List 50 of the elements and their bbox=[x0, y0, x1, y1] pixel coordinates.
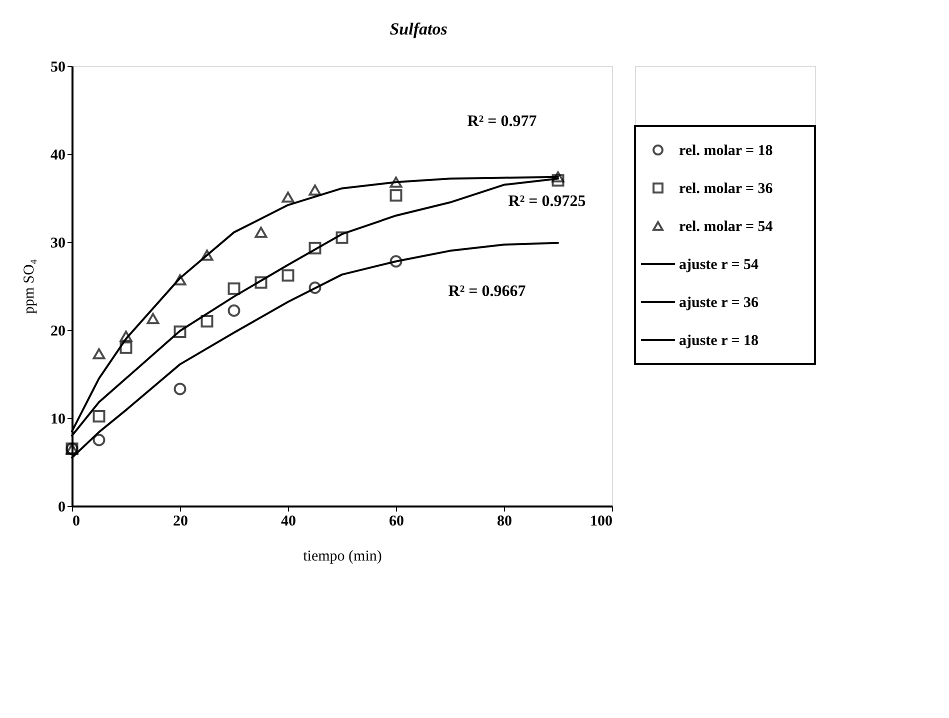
point bbox=[200, 314, 214, 328]
x-tick-label: 100 bbox=[590, 514, 612, 530]
y-tick-label: 0 bbox=[58, 500, 66, 516]
point bbox=[308, 242, 322, 254]
legend-label: ajuste r = 54 bbox=[679, 257, 760, 273]
point bbox=[552, 174, 564, 187]
point bbox=[308, 184, 322, 196]
point bbox=[282, 269, 294, 282]
x-tick-label: 60 bbox=[389, 514, 404, 530]
point bbox=[120, 330, 132, 342]
y-tick-label: 20 bbox=[50, 324, 66, 340]
point bbox=[174, 274, 186, 286]
point bbox=[336, 231, 348, 244]
y-tick-label: 30 bbox=[50, 236, 66, 252]
legend-label: ajuste r = 18 bbox=[679, 333, 759, 349]
point bbox=[254, 276, 268, 289]
point bbox=[120, 341, 132, 354]
annotation: R² = 0.9667 bbox=[448, 283, 526, 300]
y-axis-title: ppm SO₄ bbox=[22, 259, 38, 314]
point bbox=[228, 304, 240, 317]
point bbox=[174, 382, 186, 396]
point bbox=[92, 348, 106, 360]
point bbox=[92, 410, 106, 422]
x-tick-label: 40 bbox=[281, 514, 296, 530]
x-tick-label: 0 bbox=[72, 514, 80, 530]
annotation: R² = 0.9725 bbox=[508, 193, 586, 210]
x-tick-label: 20 bbox=[173, 514, 188, 530]
annotation: R² = 0.977 bbox=[467, 113, 537, 130]
y-tick-label: 50 bbox=[50, 60, 66, 76]
point bbox=[228, 282, 240, 295]
point bbox=[92, 434, 106, 446]
legend-label: rel. molar = 54 bbox=[679, 219, 774, 235]
point bbox=[390, 255, 402, 268]
chart-title: Sulfatos bbox=[390, 20, 448, 38]
point bbox=[308, 282, 322, 294]
legend-label: rel. molar = 18 bbox=[679, 143, 773, 159]
point bbox=[200, 250, 214, 261]
point bbox=[146, 313, 160, 324]
point bbox=[552, 171, 564, 182]
point bbox=[390, 189, 402, 202]
x-axis-title: tiempo (min) bbox=[303, 548, 382, 564]
y-tick-label: 10 bbox=[50, 412, 66, 428]
point bbox=[254, 226, 268, 238]
point bbox=[390, 176, 402, 188]
x-tick-label: 80 bbox=[497, 514, 512, 530]
point bbox=[174, 326, 186, 338]
legend-label: ajuste r = 36 bbox=[679, 295, 760, 311]
point bbox=[282, 192, 294, 203]
legend-label: rel. molar = 36 bbox=[679, 181, 774, 197]
y-tick-label: 40 bbox=[50, 148, 66, 164]
